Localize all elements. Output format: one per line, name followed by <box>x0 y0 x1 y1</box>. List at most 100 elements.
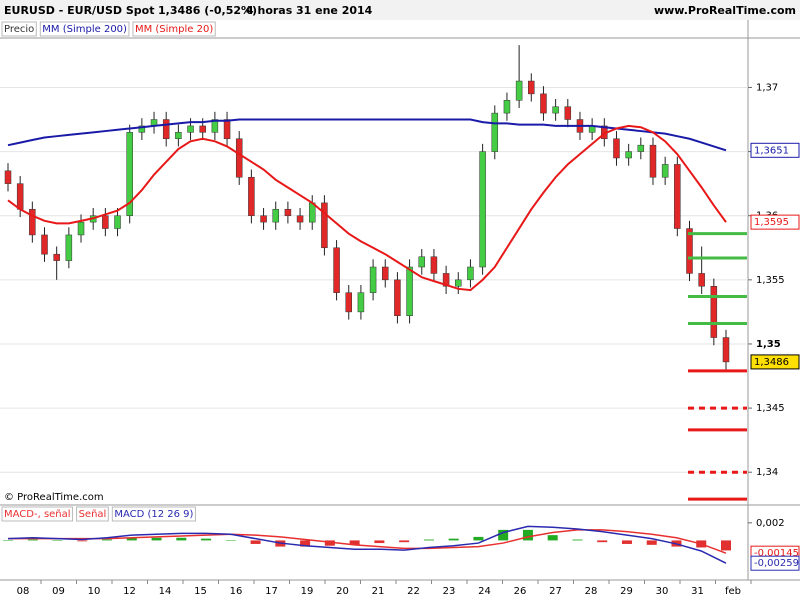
y-tick-label: 1,355 <box>756 275 785 286</box>
candle-body <box>199 125 206 133</box>
candle-body <box>211 119 219 133</box>
histogram-bar <box>52 540 63 541</box>
candle-body <box>613 138 620 159</box>
candle-body <box>649 144 657 178</box>
legend-entry: MM (Simple 200) <box>42 24 127 35</box>
candle-body <box>296 215 304 223</box>
date: 31 ene 2014 <box>296 4 373 17</box>
x-tick-label: 21 <box>372 586 385 597</box>
histogram-bar <box>572 539 583 541</box>
value-box <box>750 142 800 158</box>
x-tick-label: 30 <box>656 586 669 597</box>
candle-body <box>686 228 693 274</box>
candle-body <box>491 112 499 152</box>
candle-body <box>102 215 109 229</box>
histogram-bar <box>621 540 632 544</box>
candle-body <box>357 292 365 313</box>
histogram-bar <box>522 529 533 541</box>
histogram-bar <box>448 538 459 541</box>
histogram-bar <box>498 529 509 541</box>
site: www.ProRealTime.com <box>654 4 796 17</box>
value-box-label: 1,3651 <box>754 145 789 156</box>
moving-average <box>7 124 727 292</box>
legend-box <box>132 21 216 37</box>
candle-body <box>16 183 24 210</box>
x-tick-label: 10 <box>88 586 101 597</box>
candle-body <box>625 151 632 159</box>
candle-body <box>162 119 170 140</box>
histogram-bar <box>151 537 162 541</box>
candle-body <box>235 138 243 178</box>
x-tick-label: 17 <box>265 586 278 597</box>
candle-body <box>53 253 60 261</box>
x-tick-label: 24 <box>478 586 491 597</box>
candle-body <box>552 106 559 114</box>
y-tick-label: 1,35 <box>756 339 781 350</box>
histogram-bar <box>374 540 385 544</box>
candle-body <box>674 164 681 229</box>
candle-body <box>661 164 669 178</box>
candle-body <box>418 256 426 268</box>
candle-body <box>710 285 718 338</box>
value-box <box>750 214 800 230</box>
header-bar <box>0 0 800 20</box>
candle-body <box>430 256 438 274</box>
x-tick-label: 16 <box>230 586 243 597</box>
value-box-label: -0,00259 <box>754 558 799 569</box>
candle-body <box>467 266 474 281</box>
x-tick-label: 14 <box>159 586 172 597</box>
quote: 1,3486 (-0,52%) <box>158 4 257 17</box>
candle-body <box>722 337 730 363</box>
histogram-bar <box>473 536 484 541</box>
y-tick-label: 1,345 <box>756 403 785 414</box>
value-box-label: -0,00145 <box>754 548 799 559</box>
candle-body <box>4 170 12 184</box>
candle-body <box>442 273 450 287</box>
candle-body <box>284 209 292 216</box>
candle-body <box>394 279 401 316</box>
x-tick-label: 31 <box>691 586 704 597</box>
x-tick-label: 27 <box>549 586 562 597</box>
x-tick-label: 29 <box>620 586 633 597</box>
value-box-label: 1,3595 <box>754 217 789 228</box>
value-box <box>750 354 800 370</box>
macd-line <box>8 529 727 554</box>
candle-body <box>187 125 194 133</box>
histogram-bar <box>201 538 212 541</box>
candle-body <box>114 215 121 229</box>
histogram-bar <box>399 540 410 543</box>
candle-body <box>29 209 36 236</box>
y-tick-label: 1,34 <box>756 467 778 478</box>
x-tick-label: 22 <box>407 586 420 597</box>
legend-entry: MM (Simple 20) <box>135 24 213 35</box>
legend-entry: Señal <box>79 509 107 520</box>
y-tick-label: 1,37 <box>756 82 778 93</box>
legend-entry: Precio <box>4 24 34 35</box>
histogram-bar <box>77 540 88 542</box>
legend-box <box>1 506 74 522</box>
candle-body <box>479 151 486 268</box>
candle-body <box>637 144 645 152</box>
candle-body <box>321 202 328 249</box>
copyright: © ProRealTime.com <box>4 492 104 503</box>
candle-body <box>126 132 133 216</box>
histogram-bar <box>547 535 558 541</box>
macd-line <box>7 525 727 564</box>
candle-body <box>540 93 547 114</box>
histogram-bar <box>646 540 657 545</box>
candle-body <box>41 234 48 255</box>
histogram-bar <box>721 540 731 551</box>
legend-entry: MACD-, señal <box>4 509 71 520</box>
candle-body <box>455 279 462 287</box>
x-tick-label: 26 <box>514 586 527 597</box>
x-tick-label: 08 <box>17 586 30 597</box>
candle-body <box>175 132 182 140</box>
legend-box <box>76 506 109 522</box>
candle-body <box>138 125 146 133</box>
legend-box <box>39 21 130 37</box>
moving-average <box>7 118 727 152</box>
candle-body <box>65 234 73 261</box>
histogram-bar <box>102 539 113 541</box>
candle-body <box>345 292 352 313</box>
histogram-bar <box>126 537 137 541</box>
